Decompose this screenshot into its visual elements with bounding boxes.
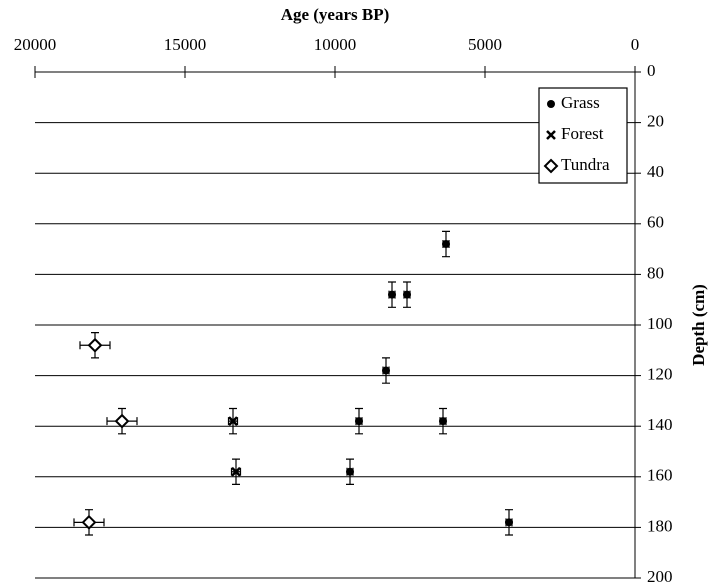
point [228, 416, 238, 427]
y-axis-title: Depth (cm) [689, 284, 708, 366]
x-tick-label: 20000 [14, 35, 57, 54]
x-axis-title: Age (years BP) [281, 5, 390, 24]
x-tick-label: 0 [631, 35, 640, 54]
y-tick-label: 100 [647, 314, 673, 333]
point [114, 413, 130, 429]
legend-label: Grass [561, 93, 600, 112]
point [403, 290, 411, 299]
point [388, 290, 396, 299]
point [346, 467, 354, 476]
point [382, 366, 390, 375]
x-tick-label: 15000 [164, 35, 207, 54]
y-tick-label: 140 [647, 415, 673, 434]
point [439, 417, 447, 426]
y-tick-label: 180 [647, 516, 673, 535]
legend-marker [547, 100, 555, 108]
y-tick-label: 0 [647, 61, 656, 80]
point [505, 518, 513, 527]
y-tick-label: 160 [647, 466, 673, 485]
legend-marker [546, 130, 556, 140]
x-tick-label: 5000 [468, 35, 502, 54]
y-tick-label: 20 [647, 112, 664, 131]
legend-label: Forest [561, 124, 604, 143]
y-tick-label: 200 [647, 567, 673, 586]
legend-label: Tundra [561, 155, 610, 174]
point [81, 514, 97, 530]
y-tick-label: 60 [647, 213, 664, 232]
y-tick-label: 80 [647, 263, 664, 282]
point [87, 337, 103, 353]
point [355, 417, 363, 426]
point [442, 240, 450, 249]
y-tick-label: 40 [647, 162, 664, 181]
y-tick-label: 120 [647, 365, 673, 384]
legend-marker [543, 158, 559, 174]
x-tick-label: 10000 [314, 35, 357, 54]
legend: Grass Forest Tundra [538, 87, 628, 184]
point [231, 466, 241, 477]
